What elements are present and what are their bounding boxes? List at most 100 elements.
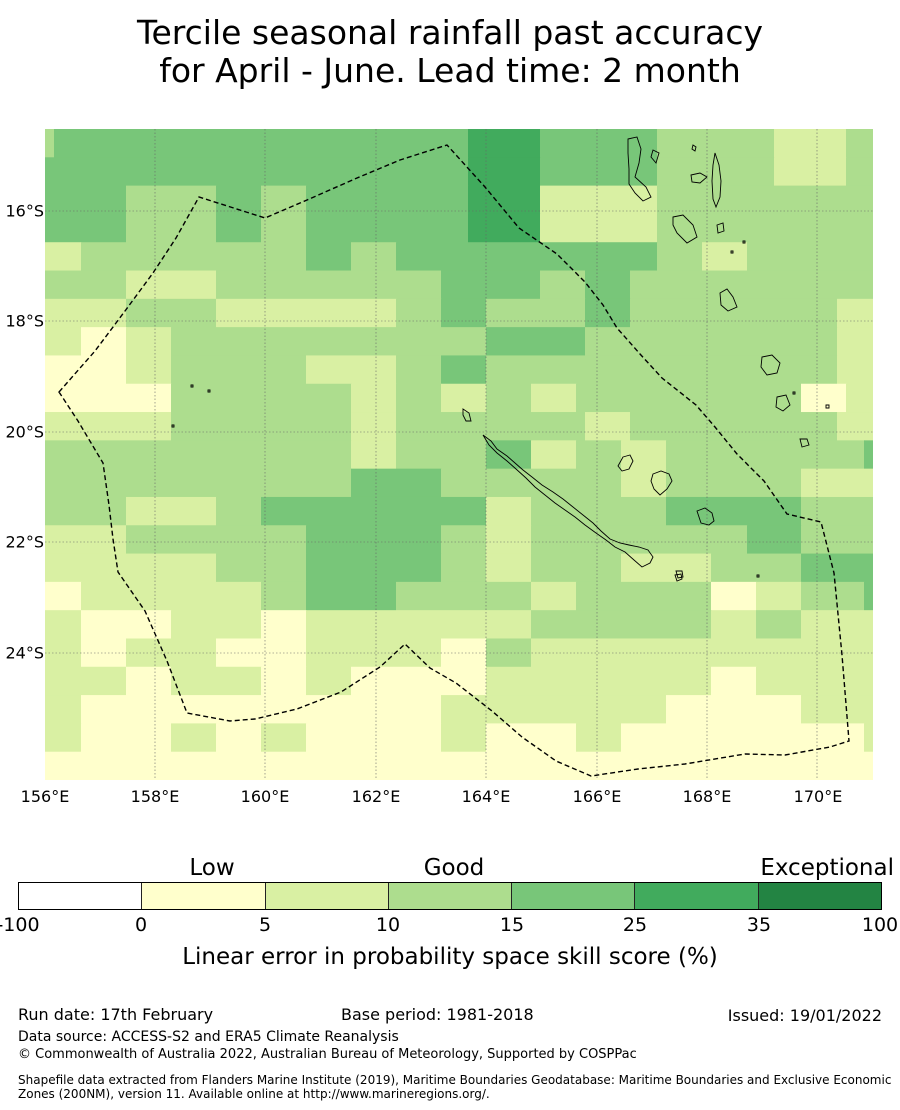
- vanuatu-malekula-coastline: [650, 149, 660, 164]
- vanuatu-aneityum-coastline: [760, 354, 781, 376]
- skill-cell: [747, 242, 873, 272]
- skill-cell: [837, 412, 873, 441]
- colorbar-segment-15-25: [512, 883, 636, 909]
- skill-cell: [216, 213, 262, 243]
- skill-cell: [171, 327, 487, 357]
- skill-cell: [801, 581, 865, 611]
- lon-tick-164: 164°E: [461, 787, 511, 806]
- skill-cell: [801, 553, 873, 583]
- skill-cell: [45, 298, 127, 328]
- colorbar-tick-5: 5: [258, 914, 272, 936]
- skill-cell: [441, 298, 487, 328]
- skill-cell: [711, 666, 757, 696]
- skill-cell: [81, 695, 442, 724]
- skill-cell: [45, 270, 127, 300]
- skill-cell: [666, 496, 802, 526]
- skill-cell: [216, 553, 307, 583]
- islet-6: [756, 574, 760, 578]
- skill-cell: [711, 553, 802, 583]
- skill-cell: [666, 468, 802, 498]
- skill-cell: [666, 440, 865, 470]
- lon-tick-170: 170°E: [793, 787, 843, 806]
- skill-cell: [531, 496, 667, 526]
- skill-cell: [171, 383, 352, 413]
- skill-cell: [171, 610, 262, 640]
- vanuatu-efate-coastline: [672, 214, 698, 244]
- skill-cell: [621, 440, 667, 470]
- skill-cell: [45, 581, 82, 611]
- islet-5: [825, 404, 830, 409]
- maritime-boundary-line: [58, 144, 850, 777]
- skill-cell: [306, 610, 532, 640]
- skill-cell: [351, 666, 487, 696]
- isle-of-pines-coastline: [674, 573, 683, 582]
- run-date: Run date: 17th February: [18, 1005, 214, 1024]
- issued-date: Issued: 19/01/2022: [727, 1006, 882, 1025]
- skill-cell: [774, 157, 847, 187]
- skill-cell: [756, 610, 802, 640]
- map-title-line-2: for April - June. Lead time: 2 month: [159, 51, 741, 90]
- skill-cell: [576, 723, 622, 753]
- skill-cell: [171, 723, 217, 753]
- lon-tick-162: 162°E: [351, 787, 401, 806]
- skill-cell: [837, 298, 873, 328]
- skill-cell: [45, 751, 873, 780]
- skill-cell: [441, 695, 667, 724]
- hunter-island-coastline: [799, 438, 810, 448]
- skill-cell: [837, 355, 873, 385]
- skill-cell: [486, 496, 532, 526]
- skill-cell: [306, 553, 442, 583]
- skill-cell: [306, 581, 397, 611]
- skill-cell: [540, 213, 658, 243]
- torres-islands-coastline: [691, 144, 697, 152]
- skill-cell: [531, 638, 873, 668]
- islet-3: [171, 424, 175, 428]
- islet-4: [792, 391, 796, 395]
- skill-cell: [531, 525, 748, 555]
- skill-cell: [864, 723, 873, 753]
- loyalty-island-2-coastline: [650, 470, 673, 496]
- skill-cell: [486, 553, 532, 583]
- vanuatu-futuna-coastline: [775, 394, 791, 412]
- skill-cell: [126, 666, 172, 696]
- skill-cell: [171, 355, 307, 385]
- skill-cell: [621, 468, 667, 498]
- skill-cell: [576, 581, 712, 611]
- skill-cell: [801, 468, 873, 498]
- skill-cell: [531, 581, 577, 611]
- skill-cell: [45, 695, 82, 724]
- skill-cell: [441, 553, 487, 583]
- legend-category-exceptional: Exceptional: [760, 855, 894, 881]
- skill-cell: [45, 327, 82, 357]
- skill-cell: [630, 298, 838, 328]
- lon-tick-166: 166°E: [572, 787, 622, 806]
- walpole-island-coastline: [675, 570, 684, 579]
- skill-cell: [306, 242, 352, 272]
- skill-cell: [585, 270, 631, 300]
- skill-cell: [261, 581, 307, 611]
- skill-cell: [351, 468, 442, 498]
- loyalty-island-3-coastline: [696, 507, 715, 526]
- skill-cell: [486, 327, 586, 357]
- lat-tick-18: 18°S: [5, 311, 44, 331]
- skill-cell: [486, 355, 838, 385]
- skill-cell: [306, 355, 397, 385]
- lat-tick-24: 24°S: [5, 643, 44, 663]
- skill-cell: [441, 723, 487, 753]
- shapefile-credit-line-2: Zones (200NM), version 11. Available onl…: [18, 1087, 490, 1101]
- skill-cell: [756, 581, 802, 611]
- skill-cell: [585, 412, 631, 441]
- colorbar-segment-0-5: [142, 883, 266, 909]
- skill-cell: [576, 440, 622, 470]
- colorbar-tick-25: 25: [622, 914, 648, 936]
- colorbar-tick-35: 35: [746, 914, 772, 936]
- skill-cell: [657, 185, 873, 215]
- colorbar-segment-35-100: [758, 883, 881, 909]
- colorbar-segment-25-35: [635, 883, 759, 909]
- lat-tick-20: 20°S: [5, 422, 44, 442]
- skill-cell: [351, 412, 397, 441]
- skill-cell: [396, 355, 442, 385]
- data-source: Data source: ACCESS-S2 and ERA5 Climate …: [18, 1029, 399, 1045]
- skill-cell: [531, 553, 622, 583]
- islet-1: [190, 384, 194, 388]
